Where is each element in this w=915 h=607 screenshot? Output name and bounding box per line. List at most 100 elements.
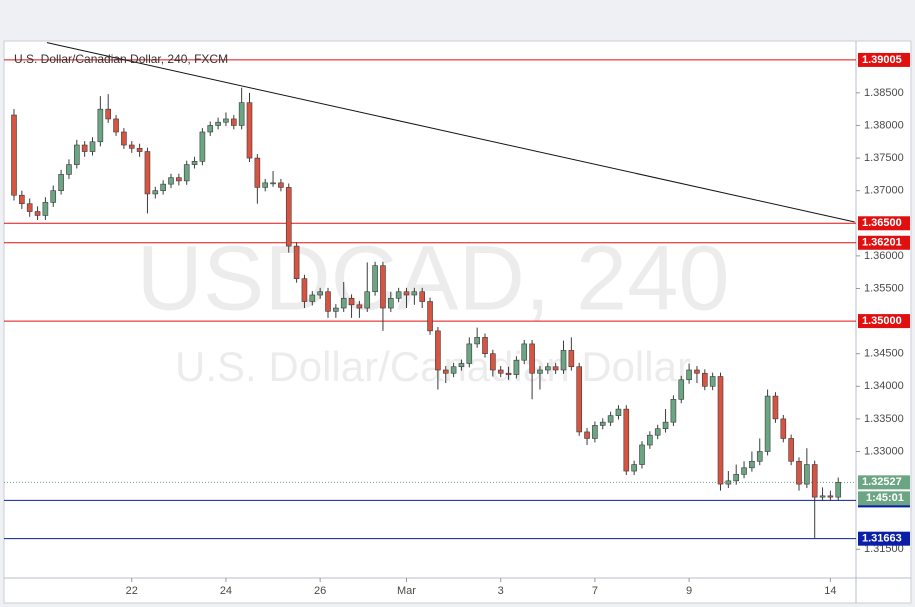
x-tick-label: 26	[314, 585, 326, 597]
candle	[183, 160, 190, 185]
candle	[246, 92, 253, 162]
y-tick-label: 1.31500	[864, 543, 904, 555]
candle	[380, 261, 386, 331]
candle	[749, 451, 755, 472]
candle-body	[191, 161, 198, 165]
candle	[835, 477, 842, 502]
candle	[647, 431, 653, 449]
candle	[529, 339, 535, 400]
candle	[592, 421, 598, 443]
candle	[176, 173, 182, 186]
candle-body	[497, 369, 504, 374]
candle-body	[450, 366, 457, 374]
candle	[474, 327, 480, 348]
candle-body	[176, 177, 182, 182]
candle-body	[607, 415, 614, 423]
candle	[796, 457, 802, 491]
candle	[387, 291, 394, 312]
candle	[811, 460, 818, 539]
candle	[490, 349, 496, 377]
candle-body	[544, 366, 551, 371]
candle-body	[505, 372, 512, 375]
candle	[152, 186, 159, 199]
candle	[26, 198, 33, 217]
candle-body	[694, 369, 700, 374]
candle	[788, 434, 794, 466]
candle	[113, 115, 119, 136]
candle-body	[568, 350, 575, 368]
candle-body	[749, 460, 755, 469]
candle	[11, 109, 17, 201]
x-tick-label: Mar	[397, 585, 416, 597]
candle-body	[340, 297, 347, 309]
candle	[450, 362, 457, 378]
trendline	[46, 42, 855, 223]
x-tick-label: 7	[592, 585, 598, 597]
watermark-subtitle: U.S. Dollar/Canadian Dollar	[175, 343, 691, 390]
candle	[827, 490, 834, 502]
candle-body	[66, 164, 72, 175]
candle-body	[709, 376, 716, 387]
candle	[89, 137, 96, 156]
candle-body	[231, 118, 237, 126]
x-tick-label: 9	[686, 585, 692, 597]
candle-body	[647, 434, 653, 446]
candle-body	[97, 108, 104, 143]
candle-body	[238, 102, 245, 126]
candle-body	[34, 211, 41, 216]
candle	[733, 464, 740, 485]
candle-body	[364, 291, 371, 309]
candle-body	[576, 366, 583, 433]
candle-body	[74, 144, 80, 165]
candle	[552, 362, 559, 374]
candle	[309, 291, 316, 306]
candle-body	[207, 125, 214, 133]
y-tick-label: 1.34500	[864, 348, 904, 360]
candle-body	[529, 343, 535, 374]
candle	[466, 337, 473, 368]
candle-body	[756, 451, 763, 462]
candle-body	[395, 291, 402, 299]
x-tick-label: 14	[824, 585, 836, 597]
candle-body	[121, 131, 127, 146]
level-label-box	[858, 235, 910, 250]
candle-body	[42, 202, 49, 216]
candle-body	[81, 144, 88, 152]
candle	[419, 287, 426, 309]
candle-body	[246, 102, 253, 159]
y-tick-label: 1.34000	[864, 380, 904, 392]
candle	[207, 121, 214, 136]
candle	[411, 287, 418, 305]
y-tick-label: 1.37500	[864, 152, 904, 164]
candle	[694, 366, 700, 384]
candle	[278, 178, 284, 192]
level-label: 1.31663	[862, 533, 902, 545]
candle	[537, 366, 543, 390]
candle-body	[427, 301, 433, 332]
candle	[136, 143, 143, 157]
candle-body	[678, 379, 685, 400]
y-tick-label: 1.36000	[864, 250, 904, 262]
candle	[654, 424, 661, 440]
candle	[521, 339, 528, 365]
candle-body	[105, 108, 111, 120]
candle	[427, 297, 433, 335]
candle-body	[348, 297, 355, 306]
candle-body	[262, 182, 269, 188]
candle	[584, 428, 590, 445]
watermark: USDCAD, 240	[136, 227, 729, 329]
candle-body	[458, 363, 465, 368]
candle	[301, 274, 308, 309]
candle-body	[58, 174, 64, 191]
candle	[639, 441, 645, 469]
candle-body	[380, 265, 386, 309]
candle	[395, 287, 402, 303]
candle	[819, 487, 826, 502]
candle	[191, 156, 198, 169]
candle-body	[560, 350, 567, 371]
y-tick-label: 1.33000	[864, 445, 904, 457]
candle-body	[521, 343, 528, 361]
candle	[168, 173, 174, 189]
candle-body	[631, 464, 637, 472]
candle-body	[199, 131, 206, 162]
